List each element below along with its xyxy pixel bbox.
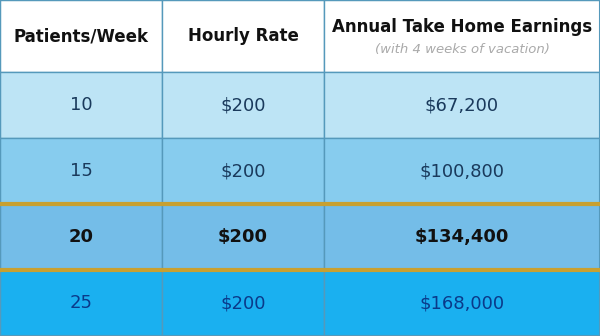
Text: 25: 25: [70, 294, 92, 312]
Text: $168,000: $168,000: [419, 294, 505, 312]
Bar: [162, 0, 324, 72]
Text: 20: 20: [68, 228, 94, 246]
Bar: [324, 0, 600, 72]
Text: $67,200: $67,200: [425, 96, 499, 114]
Bar: [324, 138, 600, 204]
Text: Patients/Week: Patients/Week: [14, 27, 149, 45]
Text: $200: $200: [220, 96, 266, 114]
Bar: [0, 0, 162, 72]
Text: 15: 15: [70, 162, 92, 180]
Text: 10: 10: [70, 96, 92, 114]
Bar: [324, 204, 600, 270]
Bar: [162, 204, 324, 270]
Bar: [0, 138, 162, 204]
Text: $100,800: $100,800: [419, 162, 505, 180]
Bar: [162, 270, 324, 336]
Text: (with 4 weeks of vacation): (with 4 weeks of vacation): [374, 43, 550, 56]
Text: Hourly Rate: Hourly Rate: [188, 27, 298, 45]
Text: Annual Take Home Earnings: Annual Take Home Earnings: [332, 18, 592, 36]
Bar: [0, 72, 162, 138]
Bar: [0, 204, 162, 270]
Bar: [162, 72, 324, 138]
Text: $134,400: $134,400: [415, 228, 509, 246]
Bar: [162, 138, 324, 204]
Bar: [0, 270, 162, 336]
Text: $200: $200: [220, 294, 266, 312]
Text: $200: $200: [218, 228, 268, 246]
Bar: [324, 270, 600, 336]
Bar: [324, 72, 600, 138]
Text: $200: $200: [220, 162, 266, 180]
